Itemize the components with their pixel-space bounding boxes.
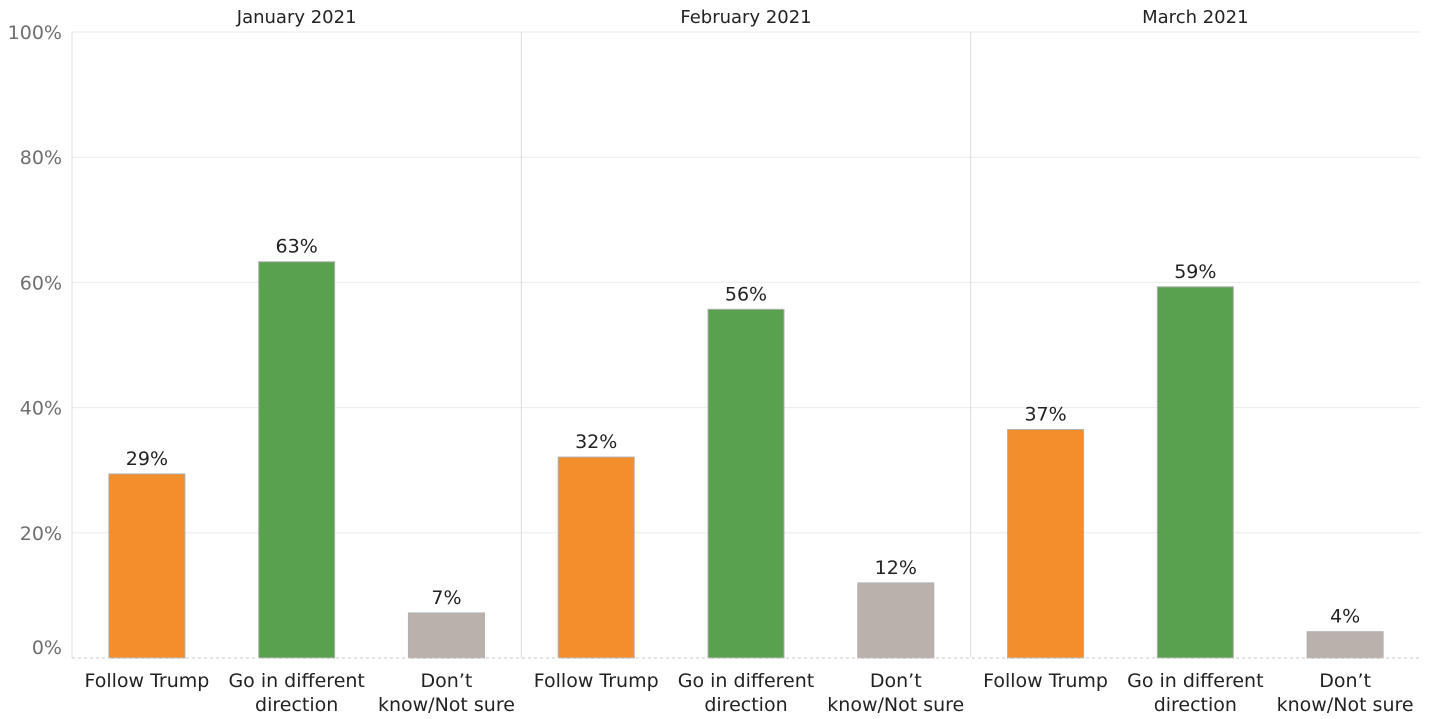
category-label-line: know/Not sure <box>378 694 515 716</box>
bar <box>1156 286 1234 659</box>
category-label-line: Go in different <box>1127 670 1263 692</box>
bar <box>857 582 935 659</box>
category-label-line: Go in different <box>228 670 364 692</box>
bar <box>108 473 186 659</box>
category-label-line: direction <box>255 694 338 716</box>
y-tick-label: 40% <box>20 398 62 420</box>
data-label: 63% <box>276 236 318 258</box>
data-label: 7% <box>431 587 461 609</box>
category-label: Go in different direction <box>1127 670 1263 716</box>
bar <box>258 261 336 659</box>
bar <box>557 456 635 659</box>
category-label-line: know/Not sure <box>1277 694 1414 716</box>
category-label-line: Don’t <box>870 670 922 692</box>
bar <box>1306 631 1384 659</box>
category-label-line: Follow Trump <box>84 670 209 692</box>
data-label: 12% <box>875 557 917 579</box>
category-label: Don’t know/Not sure <box>827 670 964 716</box>
y-tick-label: 60% <box>20 272 62 294</box>
category-label-line: Follow Trump <box>534 670 659 692</box>
category-label: Go in different direction <box>228 670 364 716</box>
category-label-line: Don’t <box>1319 670 1371 692</box>
y-tick-label: 0% <box>32 637 62 659</box>
category-label-line: Follow Trump <box>983 670 1108 692</box>
data-label: 29% <box>126 448 168 470</box>
bar <box>707 308 785 659</box>
data-label: 32% <box>575 431 617 453</box>
panel-title: March 2021 <box>1142 7 1248 28</box>
category-label: Follow Trump <box>534 670 659 692</box>
panel-title: February 2021 <box>680 7 811 28</box>
category-label: Go in different direction <box>678 670 814 716</box>
category-label-line: know/Not sure <box>827 694 964 716</box>
category-label: Follow Trump <box>84 670 209 692</box>
panel-title: January 2021 <box>236 7 357 28</box>
bar <box>407 612 485 659</box>
data-label: 37% <box>1024 404 1066 426</box>
data-label: 56% <box>725 283 767 305</box>
bar <box>1007 429 1085 659</box>
category-label-line: direction <box>704 694 787 716</box>
category-label: Don’t know/Not sure <box>1277 670 1414 716</box>
category-label-line: direction <box>1154 694 1237 716</box>
category-label: Follow Trump <box>983 670 1108 692</box>
category-label: Don’t know/Not sure <box>378 670 515 716</box>
data-label: 4% <box>1330 606 1360 628</box>
y-tick-label: 100% <box>8 22 62 44</box>
y-tick-label: 20% <box>20 523 62 545</box>
category-label-line: Go in different <box>678 670 814 692</box>
data-label: 59% <box>1174 261 1216 283</box>
y-tick-label: 80% <box>20 147 62 169</box>
category-label-line: Don’t <box>421 670 473 692</box>
